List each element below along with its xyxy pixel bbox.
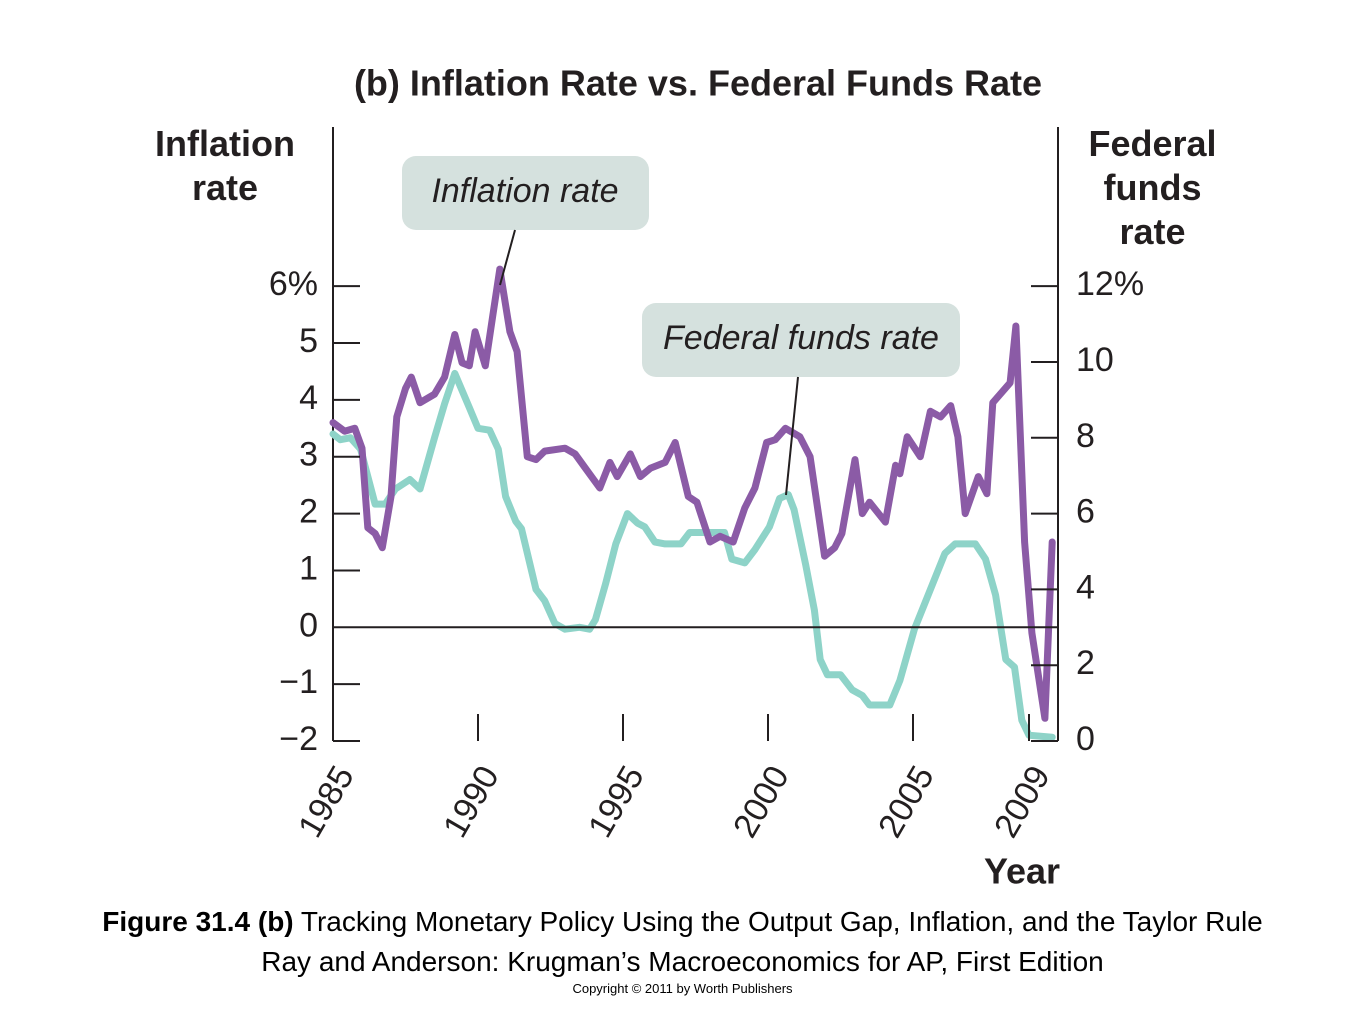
x-tick-label: 1995 bbox=[581, 759, 652, 844]
x-tick-label: 1990 bbox=[436, 759, 507, 844]
x-tick-label: 1985 bbox=[291, 759, 362, 844]
y-tick-label: 2 bbox=[299, 493, 318, 531]
series-line bbox=[329, 369, 1056, 741]
x-tick-label: 2005 bbox=[871, 759, 942, 844]
y2-tick-label: 10 bbox=[1076, 341, 1114, 379]
y-tick-label: 3 bbox=[299, 436, 318, 474]
caption-label: Figure 31.4 (b) bbox=[102, 906, 294, 937]
y-axis-title: Inflation rate bbox=[155, 123, 295, 208]
x-tick-label: 2009 bbox=[987, 759, 1058, 844]
caption: Figure 31.4 (b) Tracking Monetary Policy… bbox=[0, 906, 1365, 938]
y2-axis-title: Federal funds rate bbox=[1088, 123, 1217, 252]
plot bbox=[329, 265, 1056, 741]
x-tick-label: 2000 bbox=[726, 759, 797, 844]
y2-tick-label: 6 bbox=[1076, 493, 1095, 531]
annotation-box bbox=[642, 303, 960, 377]
annotation-text: Inflation rate bbox=[431, 172, 618, 210]
annotation-pointer bbox=[785, 376, 799, 496]
annotation-text: Federal funds rate bbox=[663, 319, 939, 357]
y-tick-label: 5 bbox=[299, 322, 318, 360]
y-tick-label: 1 bbox=[299, 549, 318, 587]
y-tick-label: −1 bbox=[279, 663, 318, 701]
copyright: Copyright © 2011 by Worth Publishers bbox=[572, 981, 793, 996]
y2-tick-label: 2 bbox=[1076, 644, 1095, 682]
y-tick-label: 6% bbox=[269, 265, 318, 303]
x-axis-title: Year bbox=[984, 851, 1060, 892]
chart-title: (b) Inflation Rate vs. Federal Funds Rat… bbox=[354, 63, 1042, 104]
annotation-box bbox=[402, 156, 649, 230]
y2-tick-label: 8 bbox=[1076, 417, 1095, 455]
y2-tick-label: 12% bbox=[1076, 265, 1144, 303]
caption-source: Ray and Anderson: Krugman’s Macroeconomi… bbox=[261, 946, 1104, 977]
y2-tick-label: 0 bbox=[1076, 720, 1095, 758]
y2-tick-label: 4 bbox=[1076, 568, 1095, 606]
series-line bbox=[329, 265, 1056, 722]
y-tick-label: −2 bbox=[279, 720, 318, 758]
annotation-pointer bbox=[499, 229, 516, 286]
y-tick-label: 4 bbox=[299, 379, 318, 417]
caption-text: Tracking Monetary Policy Using the Outpu… bbox=[300, 906, 1263, 937]
y-tick-label: 0 bbox=[299, 606, 318, 644]
